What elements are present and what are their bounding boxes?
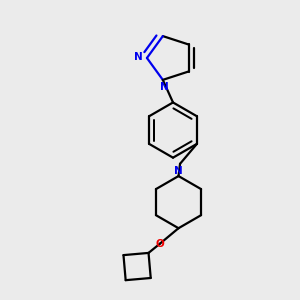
Text: N: N	[134, 52, 143, 62]
Text: N: N	[160, 82, 169, 92]
Text: N: N	[174, 166, 183, 176]
Text: O: O	[156, 238, 164, 248]
